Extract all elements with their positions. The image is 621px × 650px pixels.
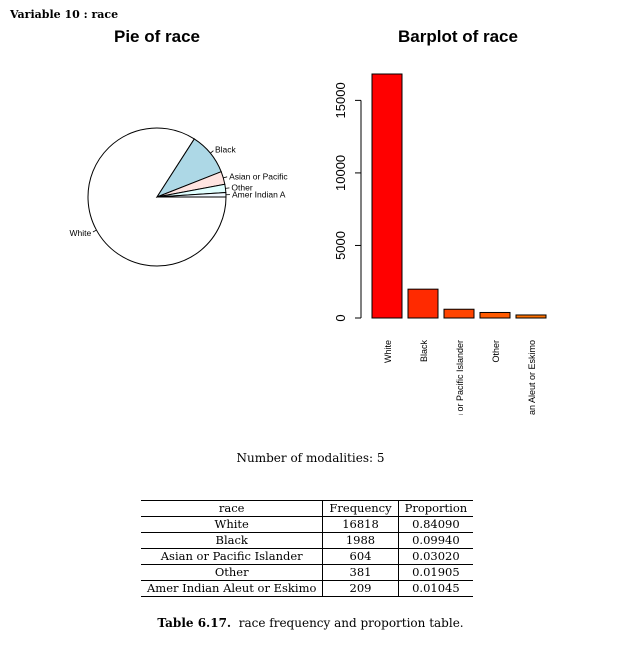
modalities-count: Number of modalities: 5 (236, 451, 385, 465)
pie-slice-label: Amer Indian A (232, 190, 286, 200)
table-row: Amer Indian Aleut or Eskimo 209 0.01045 (141, 580, 474, 597)
pie-slice (156, 191, 227, 198)
pie-leader-line (210, 150, 214, 154)
variable-heading: Variable 10 : race (10, 8, 119, 21)
table-cell-frequency: 209 (322, 580, 399, 597)
bar (407, 288, 439, 319)
frequency-table: race Frequency Proportion White 16818 0.… (141, 500, 474, 597)
pie-leader-line (223, 176, 228, 179)
table-header-cell: Frequency (322, 500, 399, 517)
y-tick-label: 5000 (333, 231, 348, 260)
bar-x-labels: White Black Asian or Pacific Islander Other… (383, 340, 537, 440)
table-cell-proportion: 0.09940 (397, 532, 474, 549)
table-cell-frequency: 604 (322, 548, 399, 565)
pie-leader-line (225, 187, 230, 189)
table-cell-frequency: 16818 (322, 516, 399, 533)
table-header-cell: Proportion (397, 500, 474, 517)
table-row: Other 381 0.01905 (141, 564, 474, 581)
y-tick-label: 10000 (333, 155, 348, 191)
table-cell-proportion: 0.84090 (397, 516, 474, 533)
y-tick-label: 0 (333, 314, 348, 321)
bar (479, 311, 511, 319)
table-cell-category: Asian or Pacific Islander (141, 548, 323, 565)
table-cell-category: Other (141, 564, 323, 581)
table-caption: Table 6.17. race frequency and proportio… (0, 616, 621, 630)
pie-slice-label: Asian or Pacific (229, 171, 288, 181)
table-cell-category: Black (141, 532, 323, 549)
bar-category-label: Amer Indian Aleut or Eskimo (527, 340, 537, 440)
table-header-cell: race (141, 500, 323, 517)
table-cell-category: White (141, 516, 323, 533)
table-cell-proportion: 0.01045 (397, 580, 474, 597)
pie-leader-line (92, 229, 97, 233)
table-row: White 16818 0.84090 (141, 516, 474, 533)
y-tick-label: 15000 (333, 82, 348, 118)
table-header-row: race Frequency Proportion (141, 500, 474, 517)
pie-slice-label: Black (215, 144, 237, 154)
pie-chart-title: Pie of race (114, 27, 200, 46)
table-row: Asian or Pacific Islander 604 0.03020 (141, 548, 474, 565)
bar-category-label: White (383, 340, 393, 363)
table-cell-category: Amer Indian Aleut or Eskimo (141, 580, 323, 597)
table-row: Black 1988 0.09940 (141, 532, 474, 549)
bar-category-label: Black (419, 340, 429, 363)
table-cell-proportion: 0.01905 (397, 564, 474, 581)
pie-slice-label: Other (231, 183, 252, 193)
table-cell-proportion: 0.03020 (397, 548, 474, 565)
bar-chart: 0 5000 10000 15000 (333, 73, 547, 322)
caption-label: Table 6.17. (157, 616, 232, 630)
bar (443, 308, 475, 319)
table-cell-frequency: 381 (322, 564, 399, 581)
bar-category-label: Other (491, 340, 501, 363)
table-cell-frequency: 1988 (322, 532, 399, 549)
bar (371, 73, 403, 319)
caption-text: race frequency and proportion table. (238, 616, 464, 630)
bar-category-label: Asian or Pacific Islander (455, 340, 465, 437)
bar-chart-title: Barplot of race (398, 27, 518, 46)
pie-slice-label: White (69, 228, 91, 238)
charts-area: Pie of race White Black Asian or Pacific Ot… (69, 27, 547, 440)
bar (515, 314, 547, 319)
